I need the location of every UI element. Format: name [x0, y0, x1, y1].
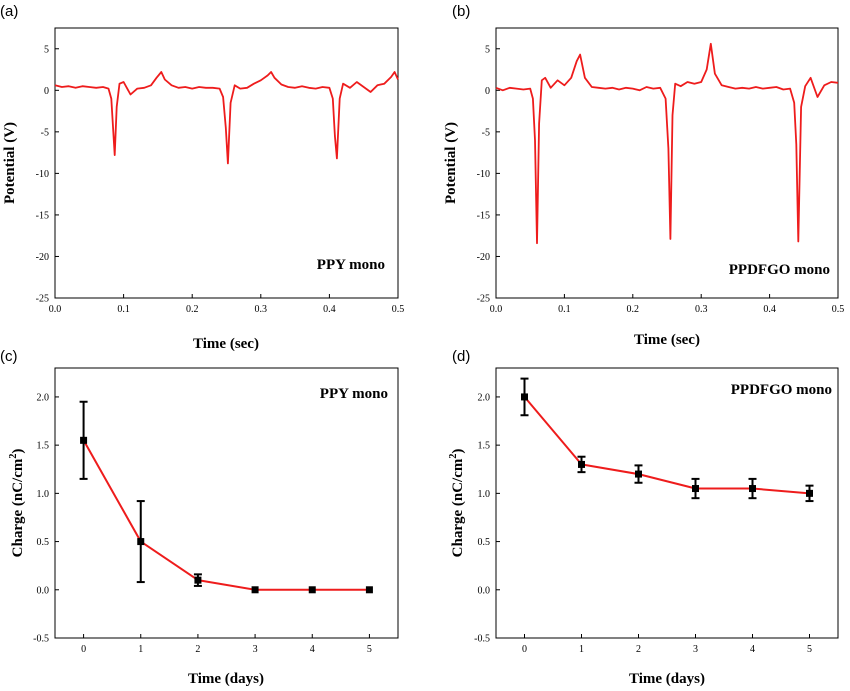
x-axis-label: Time (days) [188, 671, 264, 687]
panel-4: 0 1 2 3 4 5 2.0 1.5 1.0 0.5 0.0 -0.5 Time (days) Char… [448, 348, 839, 687]
data-point-marker [521, 393, 528, 401]
panel-1: 0.0 0.1 0.2 0.3 0.4 0.5 5 0 -5 -10 -15 -20 -25 Time (… [0, 3, 404, 352]
x-tick-label: 0.3 [255, 304, 268, 315]
panel-label: (b) [452, 3, 470, 20]
y-tick-label: 1.0 [37, 489, 50, 500]
data-point-marker [308, 586, 316, 594]
x-tick-label: 3 [253, 644, 258, 655]
x-tick-label: 1 [579, 644, 584, 655]
x-tick-label: 0.1 [117, 304, 130, 315]
series-annotation: PPDFGO mono [729, 262, 830, 278]
y-tick-label: 1.0 [478, 489, 491, 500]
x-tick-label: 0.5 [832, 304, 845, 315]
y-tick-label: 0.5 [37, 537, 50, 548]
y-tick-label: 2.0 [478, 392, 491, 403]
x-tick-label: 0.0 [490, 304, 503, 315]
y-tick-label: -15 [477, 210, 490, 221]
x-tick-label: 4 [310, 644, 315, 655]
x-tick-label: 5 [367, 644, 372, 655]
plot-frame [495, 367, 839, 639]
y-tick-label: -10 [477, 169, 490, 180]
x-tick-label: 2 [636, 644, 641, 655]
x-tick-label: 0 [522, 644, 527, 655]
y-tick-label: -25 [477, 294, 490, 305]
y-tick-label: -0.5 [33, 634, 49, 645]
y-tick-label: -0.5 [474, 634, 490, 645]
x-tick-label: 0.0 [49, 304, 62, 315]
y-tick-label: -20 [36, 252, 49, 263]
y-tick-label: 1.5 [37, 441, 50, 452]
y-tick-label: -10 [36, 169, 49, 180]
series-annotation: PPDFGO mono [731, 382, 832, 398]
x-tick-label: 0.3 [695, 304, 708, 315]
series-line [495, 42, 839, 245]
series-line [82, 439, 370, 591]
data-point-marker [251, 586, 259, 594]
data-point-marker [692, 485, 699, 493]
series-annotation: PPY mono [317, 257, 385, 273]
data-point-marker [578, 460, 585, 468]
y-tick-label: 0 [485, 86, 490, 97]
y-axis-label: Potential (V) [2, 122, 18, 204]
x-tick-label: 0.4 [763, 304, 776, 315]
x-tick-label: 3 [693, 644, 698, 655]
panel-3: 0 1 2 3 4 5 2.0 1.5 1.0 0.5 0.0 -0.5 Time (days) Char… [0, 348, 399, 687]
data-point-marker [80, 436, 88, 444]
x-tick-label: 0.2 [627, 304, 640, 315]
y-tick-label: 0 [44, 86, 49, 97]
y-tick-label: -15 [36, 210, 49, 221]
y-tick-label: 5 [485, 44, 490, 55]
x-axis-label: Time (days) [629, 671, 705, 687]
y-tick-label: 0.5 [478, 537, 491, 548]
y-axis-label: Charge (nC/cm2) [8, 449, 26, 558]
series-line [54, 71, 399, 165]
y-tick-label: -5 [41, 127, 49, 138]
x-tick-label: 0.1 [558, 304, 571, 315]
y-tick-label: -5 [482, 127, 490, 138]
y-axis-label: Charge (nC/cm2) [448, 449, 466, 558]
y-tick-label: 2.0 [37, 392, 50, 403]
data-point-marker [365, 586, 373, 594]
x-tick-label: 0.4 [323, 304, 336, 315]
data-point-marker [137, 538, 145, 546]
data-point-marker [806, 489, 813, 497]
y-tick-label: -25 [36, 294, 49, 305]
x-tick-label: 0 [81, 644, 86, 655]
panel-label: (d) [452, 348, 470, 365]
x-tick-label: 2 [195, 644, 200, 655]
x-axis-label: Time (sec) [193, 336, 259, 352]
y-tick-label: 5 [44, 44, 49, 55]
x-axis-label: Time (sec) [634, 332, 700, 348]
panel-label: (c) [0, 348, 18, 365]
y-axis-label: Potential (V) [443, 122, 459, 204]
x-tick-label: 0.5 [392, 304, 405, 315]
x-tick-label: 5 [807, 644, 812, 655]
x-tick-label: 4 [750, 644, 755, 655]
y-tick-label: 0.0 [478, 585, 491, 596]
plot-frame [54, 367, 399, 639]
data-point-marker [194, 576, 202, 584]
y-tick-label: 1.5 [478, 441, 491, 452]
y-tick-label: -20 [477, 252, 490, 263]
data-point-marker [635, 470, 642, 478]
plot-frame [495, 27, 839, 299]
panel-2: 0.0 0.1 0.2 0.3 0.4 0.5 5 0 -5 -10 -15 -20 -25 Time (… [443, 3, 844, 348]
series-line [523, 396, 810, 495]
y-tick-label: 0.0 [37, 585, 50, 596]
panel-label: (a) [0, 3, 18, 20]
x-tick-label: 1 [138, 644, 143, 655]
x-tick-label: 0.2 [186, 304, 199, 315]
plot-frame [54, 27, 399, 299]
series-annotation: PPY mono [320, 386, 388, 402]
data-point-marker [749, 485, 756, 493]
